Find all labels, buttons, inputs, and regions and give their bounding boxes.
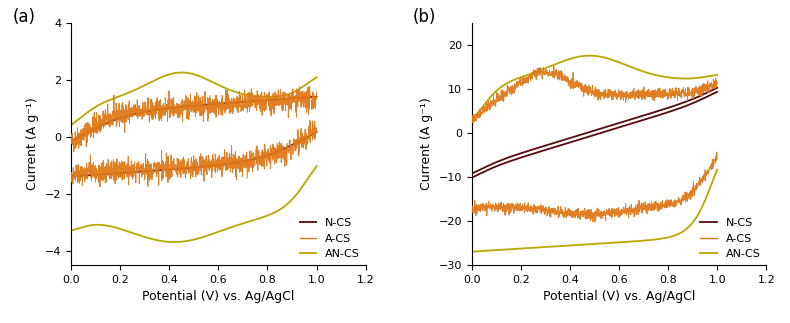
Y-axis label: Current (A g⁻¹): Current (A g⁻¹): [420, 97, 433, 190]
Legend: N-CS, A-CS, AN-CS: N-CS, A-CS, AN-CS: [700, 218, 761, 259]
Text: (a): (a): [12, 8, 36, 26]
Y-axis label: Current (A g⁻¹): Current (A g⁻¹): [26, 97, 40, 190]
X-axis label: Potential (V) vs. Ag/AgCl: Potential (V) vs. Ag/AgCl: [543, 290, 695, 303]
Legend: N-CS, A-CS, AN-CS: N-CS, A-CS, AN-CS: [299, 218, 360, 259]
X-axis label: Potential (V) vs. Ag/AgCl: Potential (V) vs. Ag/AgCl: [142, 290, 295, 303]
Text: (b): (b): [413, 8, 436, 26]
